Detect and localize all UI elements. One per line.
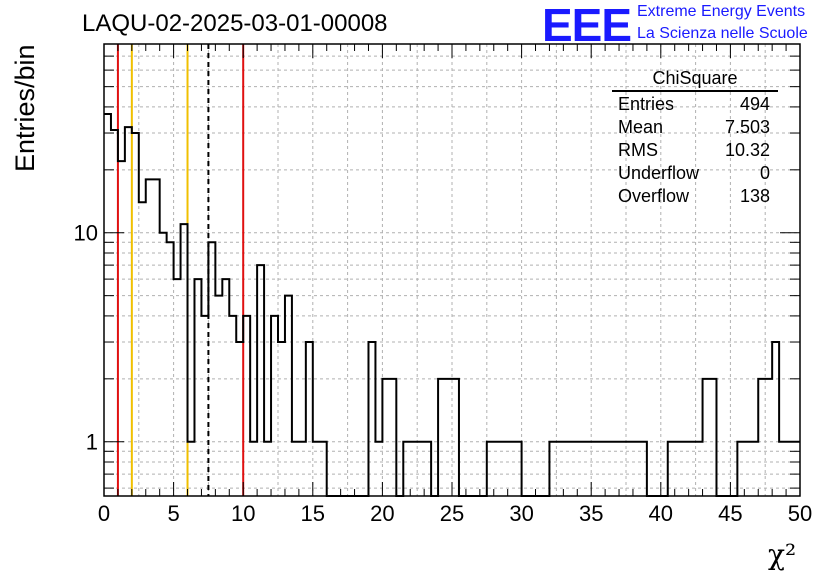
x-tick-label: 35 (579, 501, 603, 526)
x-tick-label: 40 (649, 501, 673, 526)
y-tick-label: 1 (86, 430, 98, 455)
x-axis-label: χ² (768, 538, 797, 571)
stats-row: Overflow 138 (612, 186, 778, 209)
x-tick-label: 15 (301, 501, 325, 526)
stats-row: Mean 7.503 (612, 117, 778, 140)
stats-value: 138 (739, 186, 770, 206)
histogram-series (104, 112, 800, 497)
stats-label: RMS (618, 140, 658, 160)
stats-value: 0 (759, 163, 770, 183)
stats-rows: Entries 494 Mean 7.503 RMS 10.32 Underflow 0 Ove… (612, 94, 778, 209)
stats-label: Entries (618, 94, 675, 114)
stats-label: Underflow (618, 163, 700, 183)
stats-title: ChiSquare (612, 68, 778, 92)
x-tick-label: 30 (509, 501, 533, 526)
eee-logo: EEE (542, 0, 632, 51)
stats-value: 7.503 (724, 117, 770, 137)
stats-row: RMS 10.32 (612, 140, 778, 163)
x-tick-label: 5 (167, 501, 179, 526)
stats-row: Entries 494 (612, 94, 778, 117)
x-tick-label: 50 (788, 501, 812, 526)
stats-row: Underflow 0 (612, 163, 778, 186)
y-tick-label: 10 (74, 221, 98, 246)
logo-line2: La Scienza nelle Scuole (637, 25, 808, 42)
stats-label: Mean (618, 117, 664, 137)
x-tick-label: 20 (370, 501, 394, 526)
x-tick-label: 25 (440, 501, 464, 526)
stats-value: 10.32 (724, 140, 770, 160)
logo-line1: Extreme Energy Events (637, 3, 806, 20)
plot-title: LAQU-02-2025-03-01-00008 (82, 10, 388, 37)
stats-value: 494 (739, 94, 770, 114)
x-tick-label: 0 (98, 501, 110, 526)
x-tick-label: 45 (718, 501, 742, 526)
stats-label: Overflow (618, 186, 690, 206)
stats-box: ChiSquare Entries 494 Mean 7.503 RMS 10.32 Und… (612, 68, 778, 209)
x-tick-label: 10 (231, 501, 255, 526)
